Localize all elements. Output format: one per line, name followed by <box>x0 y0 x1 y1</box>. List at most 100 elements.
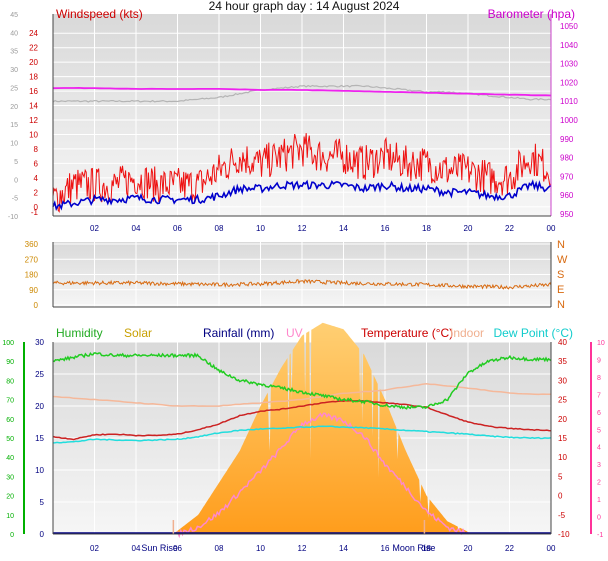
humidity-tick-label: 70 <box>6 398 14 405</box>
temp-panel-tick-labels: 0102030405060708090100051015202530-10-50… <box>2 338 605 553</box>
time-tick-label: 16 <box>381 544 390 553</box>
time-tick-label: 04 <box>132 224 141 233</box>
time-tick-label: 20 <box>464 224 473 233</box>
uv-line <box>176 412 469 539</box>
direction-panel-grid <box>53 242 552 307</box>
time-tick-label: 10 <box>256 544 265 553</box>
baro-tick-label: 1050 <box>560 22 578 31</box>
gust-tick-label: 45 <box>10 12 18 19</box>
wind-tick-label: 22 <box>29 44 38 53</box>
gust-tick-label: 30 <box>10 67 18 74</box>
sun-rise-label: Sun Rise <box>141 543 178 553</box>
direction-tick-label: 360 <box>25 240 39 249</box>
temp-tick-label: 20 <box>35 402 44 411</box>
baro-tick-label: 950 <box>560 210 574 219</box>
uv-legend: UV <box>286 326 303 340</box>
baro-tick-label: 980 <box>560 154 574 163</box>
page-title: 24 hour graph day : 14 August 2024 <box>209 0 400 13</box>
time-tick-label: 04 <box>132 544 141 553</box>
baro-tick-label: 970 <box>560 172 574 181</box>
time-tick-label: 16 <box>381 224 390 233</box>
time-tick-label: 22 <box>505 224 514 233</box>
temp-tick-label: 15 <box>35 434 44 443</box>
direction-tick-label: 0 <box>34 301 39 310</box>
barometer-legend: Barometer (hpa) <box>488 7 575 21</box>
gust-tick-label: -5 <box>12 196 18 203</box>
uv-tick-label: 1 <box>597 497 601 504</box>
wind-tick-label: 24 <box>29 29 38 38</box>
temp-right-tick-label: 35 <box>558 357 567 366</box>
time-tick-label: 20 <box>464 544 473 553</box>
direction-line <box>52 279 552 290</box>
wind-tick-label: 2 <box>34 188 39 197</box>
temp-right-tick-label: 30 <box>558 376 567 385</box>
wind-baro-panel: -10-505101520253035404502468101214161820… <box>8 0 578 233</box>
temp-right-tick-label: 25 <box>558 396 567 405</box>
direction-panel-series <box>52 279 552 290</box>
temp-tick-label: 0 <box>40 530 45 539</box>
wind-panel-tick-labels: -10-505101520253035404502468101214161820… <box>8 12 578 233</box>
baro-tick-label: 1020 <box>560 78 578 87</box>
temperature-line <box>52 399 552 441</box>
time-tick-label: 00 <box>547 544 556 553</box>
humidity-tick-label: 20 <box>6 494 14 501</box>
uv-tick-label: 0 <box>597 515 601 522</box>
temp-right-tick-label: 40 <box>558 338 567 347</box>
humidity-tick-label: 40 <box>6 455 14 462</box>
time-tick-label: 08 <box>215 544 224 553</box>
windspeed-line <box>52 133 552 213</box>
temp-tick-label: 5 <box>40 498 45 507</box>
time-tick-label: 02 <box>90 224 99 233</box>
time-tick-label: 00 <box>547 224 556 233</box>
dewpoint-legend: Dew Point (°C) <box>494 326 573 340</box>
windavg-line <box>52 179 552 212</box>
time-tick-label: 12 <box>298 224 307 233</box>
wind-tick-label: -1 <box>31 208 39 217</box>
humidity-legend: Humidity <box>56 326 103 340</box>
gust-tick-label: 40 <box>10 30 18 37</box>
wind-tick-label: 6 <box>34 159 39 168</box>
direction-tick-label: 180 <box>25 271 39 280</box>
gust-tick-label: 10 <box>10 141 18 148</box>
time-tick-label: 18 <box>422 544 431 553</box>
uv-tick-label: 10 <box>597 340 605 347</box>
direction-panel-tick-labels: 0 90 180 270 360 <box>25 240 39 310</box>
uv-tick-label: 5 <box>597 427 601 434</box>
time-tick-label: 06 <box>173 224 182 233</box>
uv-tick-label: 3 <box>597 462 601 469</box>
temp-right-tick-label: 15 <box>558 434 567 443</box>
rainfall-legend: Rainfall (mm) <box>203 326 274 340</box>
moon-rise-label: Moon Rise <box>392 543 435 553</box>
uv-tick-label: 2 <box>597 480 601 487</box>
baro-tick-label: 960 <box>560 191 574 200</box>
gust-tick-label: -10 <box>8 214 18 221</box>
humidity-tick-label: 80 <box>6 378 14 385</box>
uv-tick-label: 9 <box>597 357 601 364</box>
wind-tick-label: 12 <box>29 116 38 125</box>
time-tick-label: 12 <box>298 544 307 553</box>
solar-legend: Solar <box>124 326 152 340</box>
gust-tick-label: 35 <box>10 49 18 56</box>
temp-right-tick-label: 5 <box>558 472 563 481</box>
humidity-line <box>52 351 552 410</box>
temp-tick-label: 25 <box>35 370 44 379</box>
humidity-tick-label: 90 <box>6 359 14 366</box>
wind-tick-label: 4 <box>34 174 39 183</box>
wind-tick-label: 16 <box>29 87 38 96</box>
temp-right-tick-label: 10 <box>558 453 567 462</box>
indoor-legend: Indoor <box>450 326 484 340</box>
gust-tick-label: 20 <box>10 104 18 111</box>
humidity-tick-label: 100 <box>2 340 14 347</box>
wind-tick-label: 8 <box>34 145 39 154</box>
time-tick-label: 14 <box>339 544 348 553</box>
direction-tick-label: 90 <box>29 286 38 295</box>
windspeed-legend: Windspeed (kts) <box>56 7 143 21</box>
time-tick-label: 06 <box>173 544 182 553</box>
temp-tick-label: 10 <box>35 466 44 475</box>
time-tick-label: 22 <box>505 544 514 553</box>
wind-tick-label: 14 <box>29 102 38 111</box>
